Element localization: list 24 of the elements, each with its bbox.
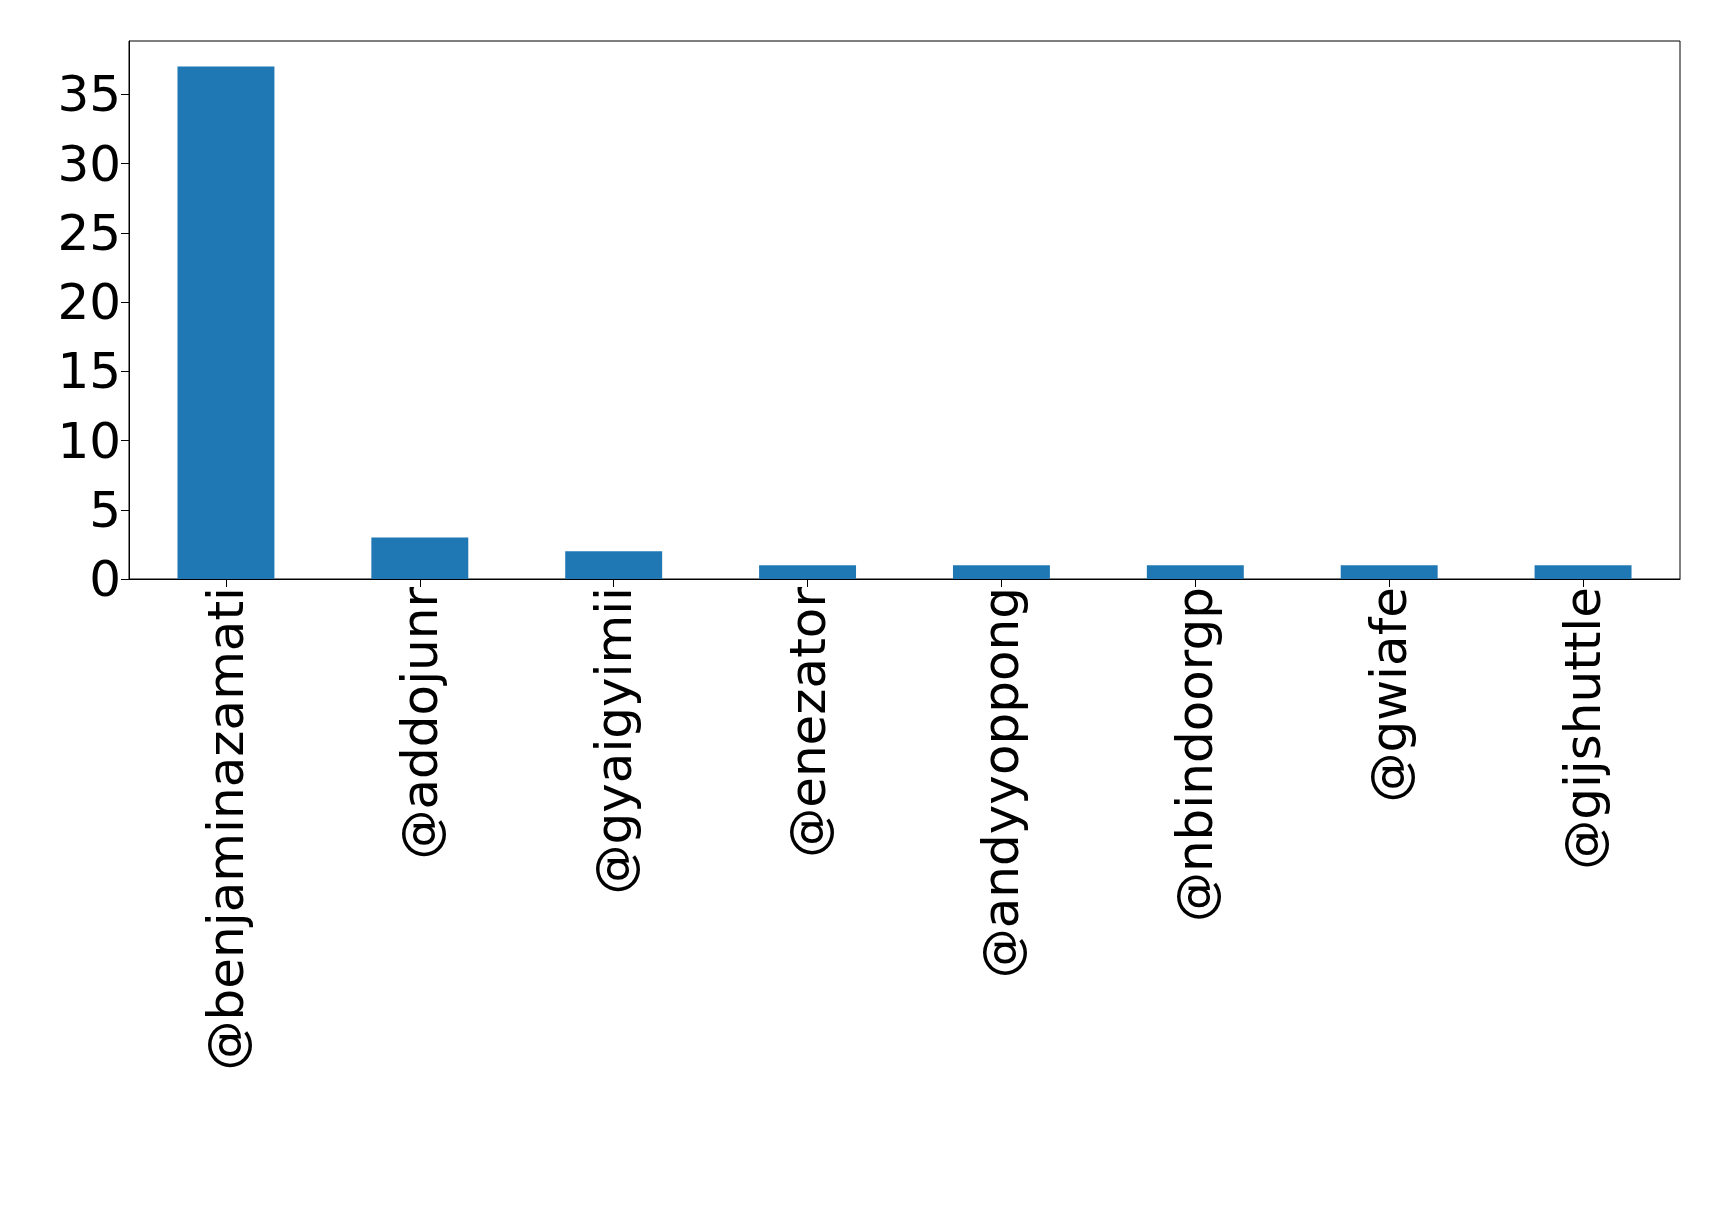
bar — [1146, 565, 1244, 579]
y-tick-label: 20 — [57, 273, 121, 332]
x-tick-label: @addojunr — [390, 586, 449, 860]
bar — [952, 565, 1050, 579]
y-tick-label: 25 — [57, 203, 121, 262]
x-tick-label: @gijshuttle — [1554, 587, 1613, 870]
bar — [759, 565, 857, 579]
x-tick-label: @enezator — [778, 586, 837, 858]
y-tick-label: 10 — [57, 411, 121, 470]
x-tick-label: @gyaigyimii — [584, 587, 643, 895]
x-tick-label: @gwiafe — [1360, 587, 1419, 803]
bar — [371, 537, 469, 579]
bar — [177, 66, 275, 579]
y-tick-label: 5 — [89, 480, 121, 539]
bar — [565, 551, 663, 579]
y-tick-label: 15 — [57, 342, 121, 401]
x-tick-label: @nbindoorgp — [1166, 587, 1225, 923]
y-tick-label: 30 — [57, 134, 121, 193]
y-tick-label: 35 — [57, 65, 121, 124]
bar — [1534, 565, 1632, 579]
x-tick-label: @andyyoppong — [972, 587, 1031, 979]
bar — [1340, 565, 1438, 579]
x-tick-label: @benjaminazamati — [196, 587, 255, 1071]
y-tick-label: 0 — [89, 550, 121, 608]
